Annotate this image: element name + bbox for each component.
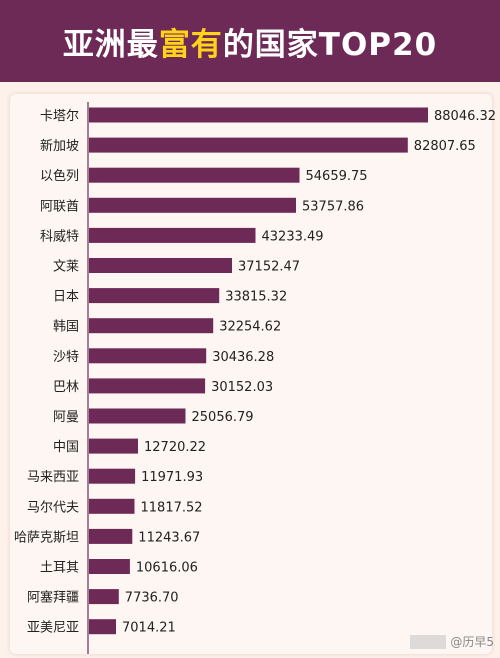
category-label: 日本 <box>53 290 79 305</box>
category-label: 以色列 <box>40 168 79 184</box>
watermark-icon <box>410 634 447 649</box>
bar <box>89 167 300 183</box>
bars-group: 卡塔尔 88046.32 新加坡 82807.65 以色列 54659.75 阿联酋 5375… <box>14 107 496 636</box>
value-label: 37152.47 <box>238 260 300 275</box>
value-label: 25056.79 <box>192 410 254 425</box>
category-label: 马尔代夫 <box>27 500 79 515</box>
value-label: 7014.21 <box>122 621 176 636</box>
value-label: 43233.49 <box>262 229 324 244</box>
bar <box>89 258 232 273</box>
value-label: 54659.75 <box>306 169 368 184</box>
value-label: 11817.52 <box>141 500 203 515</box>
value-label: 33815.32 <box>225 290 287 305</box>
category-label: 亚美尼亚 <box>27 621 79 636</box>
bar <box>89 408 186 424</box>
bar <box>89 559 130 574</box>
category-label: 中国 <box>53 440 79 455</box>
value-label: 88046.32 <box>434 109 496 124</box>
bar <box>89 227 256 243</box>
bar <box>89 197 296 213</box>
bar <box>89 288 220 304</box>
category-label: 韩国 <box>53 320 79 335</box>
watermark: @历早5 <box>410 633 494 650</box>
category-label: 卡塔尔 <box>40 109 79 124</box>
value-label: 12720.22 <box>144 440 206 455</box>
chart-title: 亚洲最富有的国家TOP20 <box>63 19 437 64</box>
bar <box>89 378 206 394</box>
category-label: 阿曼 <box>53 410 79 425</box>
category-label: 哈萨克斯坦 <box>14 530 79 545</box>
value-label: 53757.86 <box>302 199 364 214</box>
bar <box>89 498 135 514</box>
bar <box>89 528 133 544</box>
bar <box>89 137 408 153</box>
value-label: 30152.03 <box>211 380 273 395</box>
bar <box>89 468 136 484</box>
category-label: 土耳其 <box>40 561 79 576</box>
bar <box>89 589 119 605</box>
value-label: 30436.28 <box>212 350 274 365</box>
value-label: 7736.70 <box>125 591 179 606</box>
title-suffix: 的国家TOP20 <box>222 26 438 63</box>
category-label: 科威特 <box>40 229 79 244</box>
title-highlight: 富有 <box>158 26 223 63</box>
bar <box>89 348 207 364</box>
category-label: 马来西亚 <box>27 470 79 485</box>
value-label: 11243.67 <box>138 530 200 545</box>
bar <box>89 619 116 635</box>
category-label: 沙特 <box>53 350 79 365</box>
title-prefix: 亚洲最 <box>62 26 159 63</box>
category-label: 新加坡 <box>40 138 79 154</box>
category-label: 阿联酋 <box>40 198 79 214</box>
category-label: 阿塞拜疆 <box>27 590 79 606</box>
title-bar: 亚洲最富有的国家TOP20 <box>0 0 500 82</box>
bar <box>89 107 428 123</box>
bar <box>89 318 214 334</box>
category-label: 文莱 <box>53 260 79 275</box>
value-label: 82807.65 <box>414 139 476 154</box>
category-label: 巴林 <box>53 380 79 395</box>
bar <box>89 438 138 454</box>
watermark-text: @历早5 <box>450 635 494 649</box>
value-label: 10616.06 <box>136 561 198 576</box>
value-label: 11971.93 <box>141 470 203 485</box>
value-label: 32254.62 <box>219 320 281 335</box>
